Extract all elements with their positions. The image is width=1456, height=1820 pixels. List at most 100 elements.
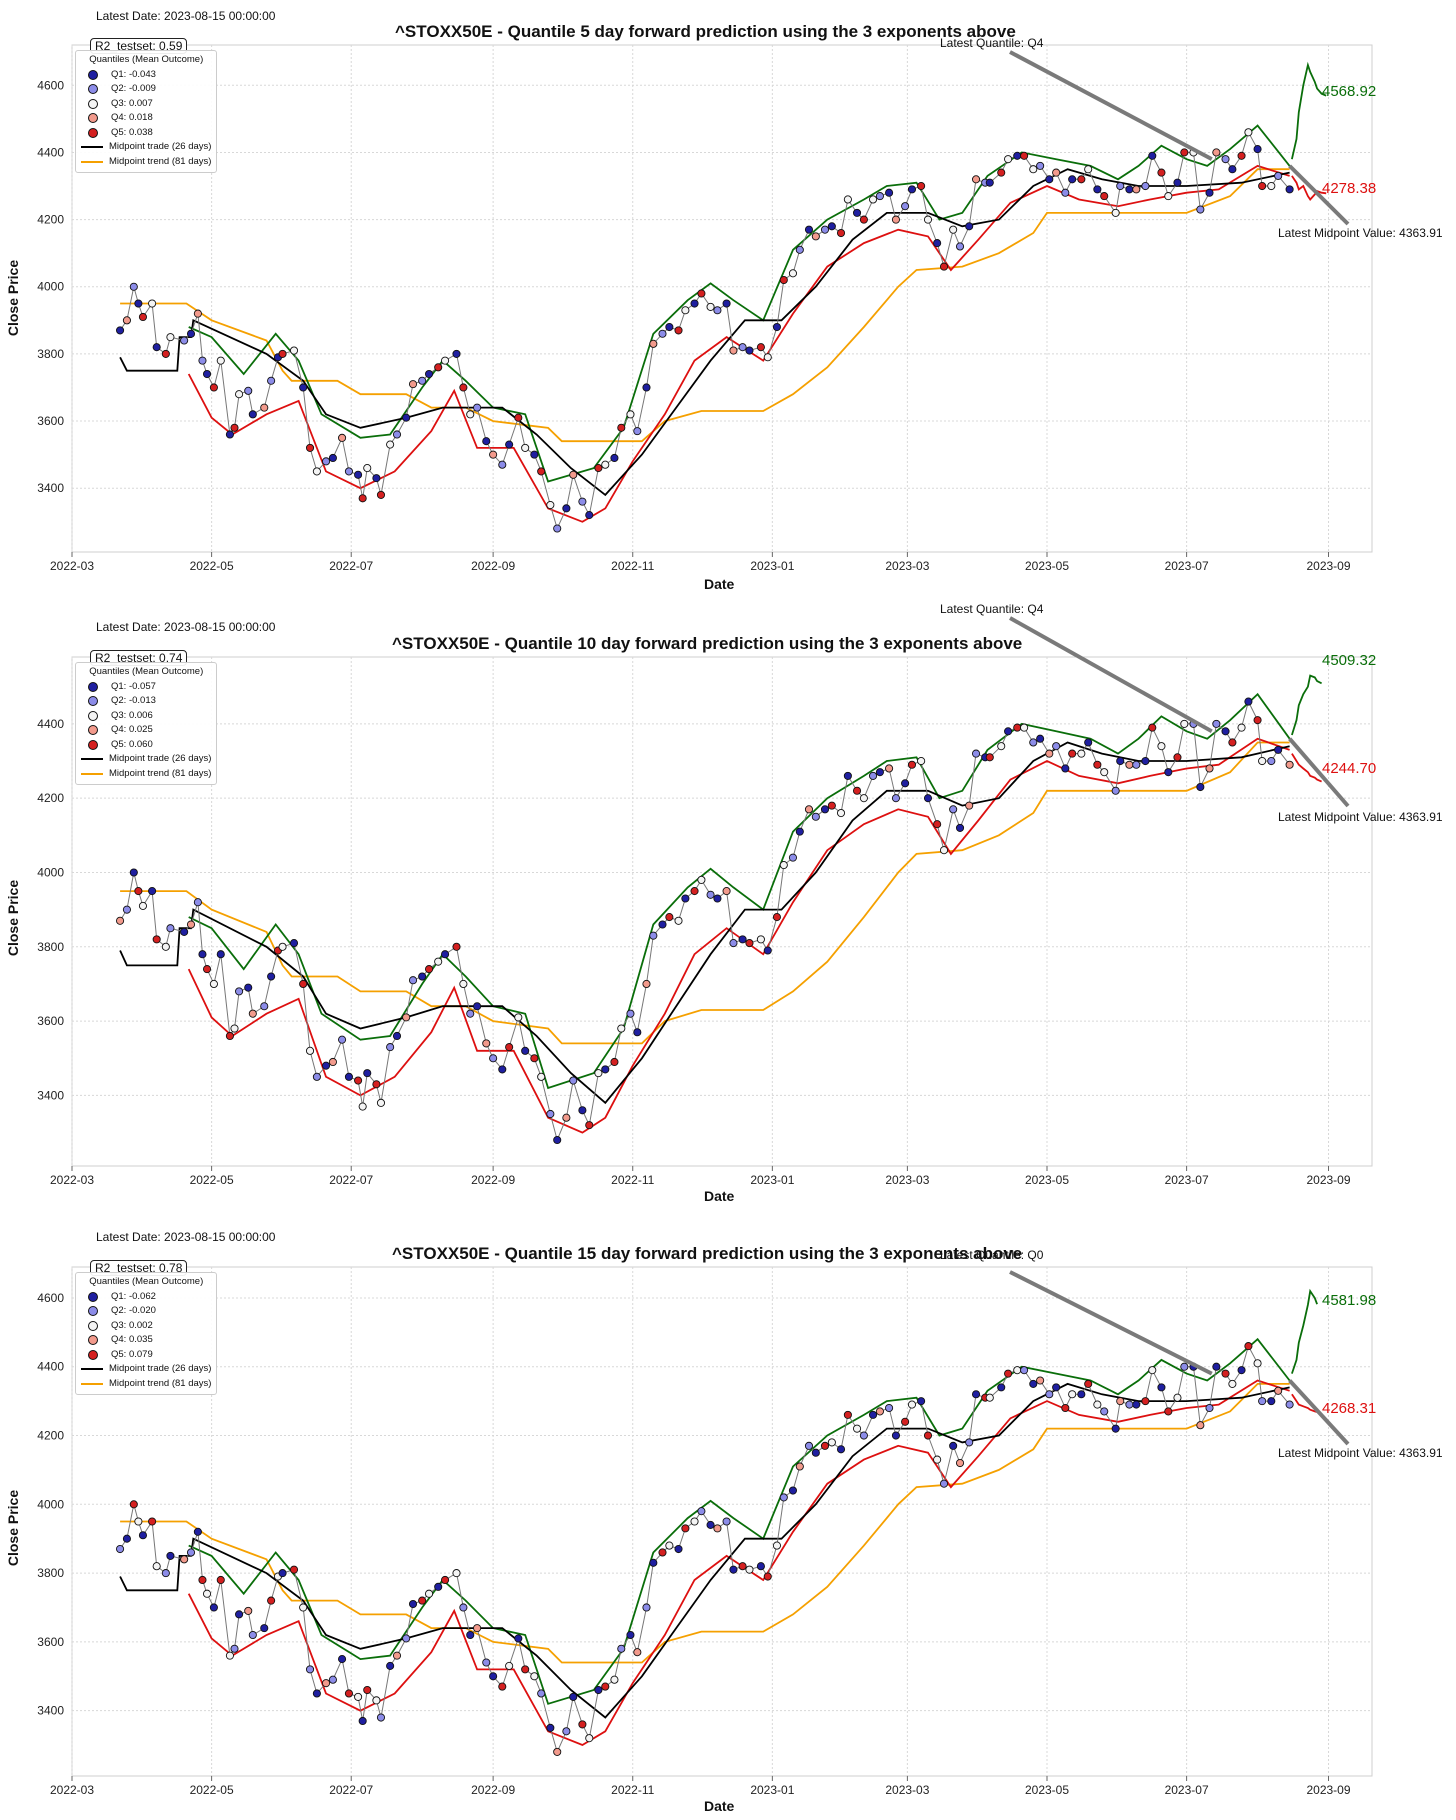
quantile-point: [376, 1098, 386, 1107]
quantile-point: [1116, 181, 1125, 191]
quantile-point: [933, 239, 942, 248]
latest-midpoint-annotation: Latest Midpoint Value: 4363.91: [1278, 810, 1443, 824]
quantile-point: [1125, 185, 1134, 194]
quantile-point: [820, 1441, 830, 1450]
quantile-point: [1020, 1366, 1029, 1375]
quantile-point: [372, 474, 381, 483]
quantile-point: [424, 965, 434, 974]
lower-band-line: [187, 737, 1290, 1134]
chart-canvas: 2022-03 2022-05 2022-07 2022-09 2022-11 2023-…: [37, 1266, 1373, 1797]
lower-end-label: 4244.70: [1322, 760, 1377, 777]
quantile-point: [985, 753, 994, 762]
quantile-point: [299, 979, 308, 988]
quantile-point: [955, 823, 965, 832]
quantile-point: [1237, 151, 1246, 160]
quantile-point: [985, 178, 994, 187]
quantile-point: [434, 363, 443, 372]
quantile-point: [363, 1069, 372, 1078]
quantile-point: [642, 383, 651, 392]
y-tick-label: 3400: [37, 1704, 64, 1718]
latest-midpoint-arrow: [1288, 164, 1350, 226]
quantile-point: [122, 1534, 131, 1543]
q4-marker-icon: [88, 113, 98, 124]
quantile-point: [1196, 205, 1205, 214]
quantile-point: [722, 299, 731, 308]
y-tick-label: 4400: [37, 145, 64, 159]
quantile-point: [1212, 719, 1221, 728]
legend: Quantiles (Mean Outcome) Q1: -0.057 Q2: …: [75, 662, 218, 785]
quantile-point: [772, 322, 781, 332]
quantile-point: [186, 329, 196, 338]
quantile-point: [363, 1685, 372, 1695]
quantile-point: [116, 1544, 125, 1554]
legend-title: Quantiles (Mean Outcome): [89, 1276, 204, 1287]
quantile-point: [933, 1455, 942, 1464]
plot-area: [71, 44, 1373, 553]
quantile-point: [489, 450, 498, 459]
legend-q3: Q3: 0.002: [81, 1319, 211, 1334]
quantile-point: [299, 1603, 308, 1612]
quantile-point: [244, 386, 253, 395]
quantile-point: [1004, 1369, 1013, 1378]
quantile-point: [267, 376, 276, 385]
quantile-point: [553, 524, 562, 533]
quantile-point: [594, 1069, 603, 1078]
quantile-point: [372, 1080, 381, 1089]
quantile-point: [1132, 1400, 1141, 1409]
quantile-point: [1093, 760, 1102, 769]
quantile-point: [626, 410, 635, 419]
x-tick-label: 2023-03: [885, 1173, 929, 1187]
legend-midpoint-trend: Midpoint trend (81 days): [81, 1377, 211, 1392]
x-tick-label: 2022-05: [190, 559, 234, 573]
y-tick-label: 4400: [37, 1360, 64, 1374]
quantile-point: [745, 1565, 754, 1574]
quantile-point: [248, 410, 257, 419]
quantile-point: [1244, 1342, 1253, 1351]
quantile-point: [546, 1723, 555, 1732]
lower-forecast-line: [1291, 753, 1322, 783]
quantile-point: [852, 786, 862, 795]
legend-label: Q4: 0.018: [111, 112, 153, 123]
quantile-point: [1045, 749, 1054, 758]
quantile-point: [722, 887, 731, 896]
quantile-point: [788, 269, 798, 278]
quantile-point: [392, 430, 402, 439]
plot-area: [71, 656, 1373, 1167]
quantile-point: [537, 467, 546, 476]
latest-date: Latest Date: 2023-08-15 00:00:00: [96, 620, 276, 634]
chart-panel-3: 2022-03 2022-05 2022-07 2022-09 2022-11 2023-…: [0, 1220, 1456, 1820]
quantile-point: [482, 1658, 491, 1667]
quantile-point: [482, 437, 491, 446]
y-tick-label: 3800: [37, 940, 64, 954]
quantile-point: [923, 794, 933, 803]
quantile-point: [328, 1057, 337, 1067]
quantile-point: [610, 453, 619, 463]
quantile-point: [795, 245, 804, 254]
quantile-point: [134, 887, 143, 896]
quantile-point: [907, 185, 917, 194]
x-axis-label: Date: [704, 1798, 735, 1814]
quantile-point: [459, 383, 468, 392]
quantile-point: [1029, 165, 1038, 174]
quantile-point: [514, 1013, 523, 1022]
quantile-point: [1125, 760, 1134, 769]
x-tick-label: 2022-07: [329, 559, 373, 573]
quantile-point: [1084, 165, 1093, 174]
quantile-point: [116, 326, 125, 335]
quantile-point: [260, 403, 269, 412]
quantile-point: [553, 1135, 562, 1145]
legend-label: Midpoint trade (26 days): [109, 141, 212, 152]
quantile-point: [917, 756, 926, 766]
quantile-point: [917, 1397, 926, 1406]
quantile-point: [1004, 155, 1013, 164]
legend-label: Q1: -0.057: [111, 680, 156, 692]
chart-title: ^STOXX50E - Quantile 5 day forward predi…: [395, 22, 1016, 41]
legend-q3: Q3: 0.006: [81, 709, 211, 724]
quantile-point: [482, 1039, 491, 1048]
quantile-point: [537, 1072, 546, 1081]
quantile-point: [152, 1562, 161, 1571]
quantile-point: [418, 1596, 427, 1605]
quantile-point: [466, 1009, 475, 1018]
quantile-point: [1061, 764, 1070, 773]
quantile-point: [901, 1417, 910, 1426]
